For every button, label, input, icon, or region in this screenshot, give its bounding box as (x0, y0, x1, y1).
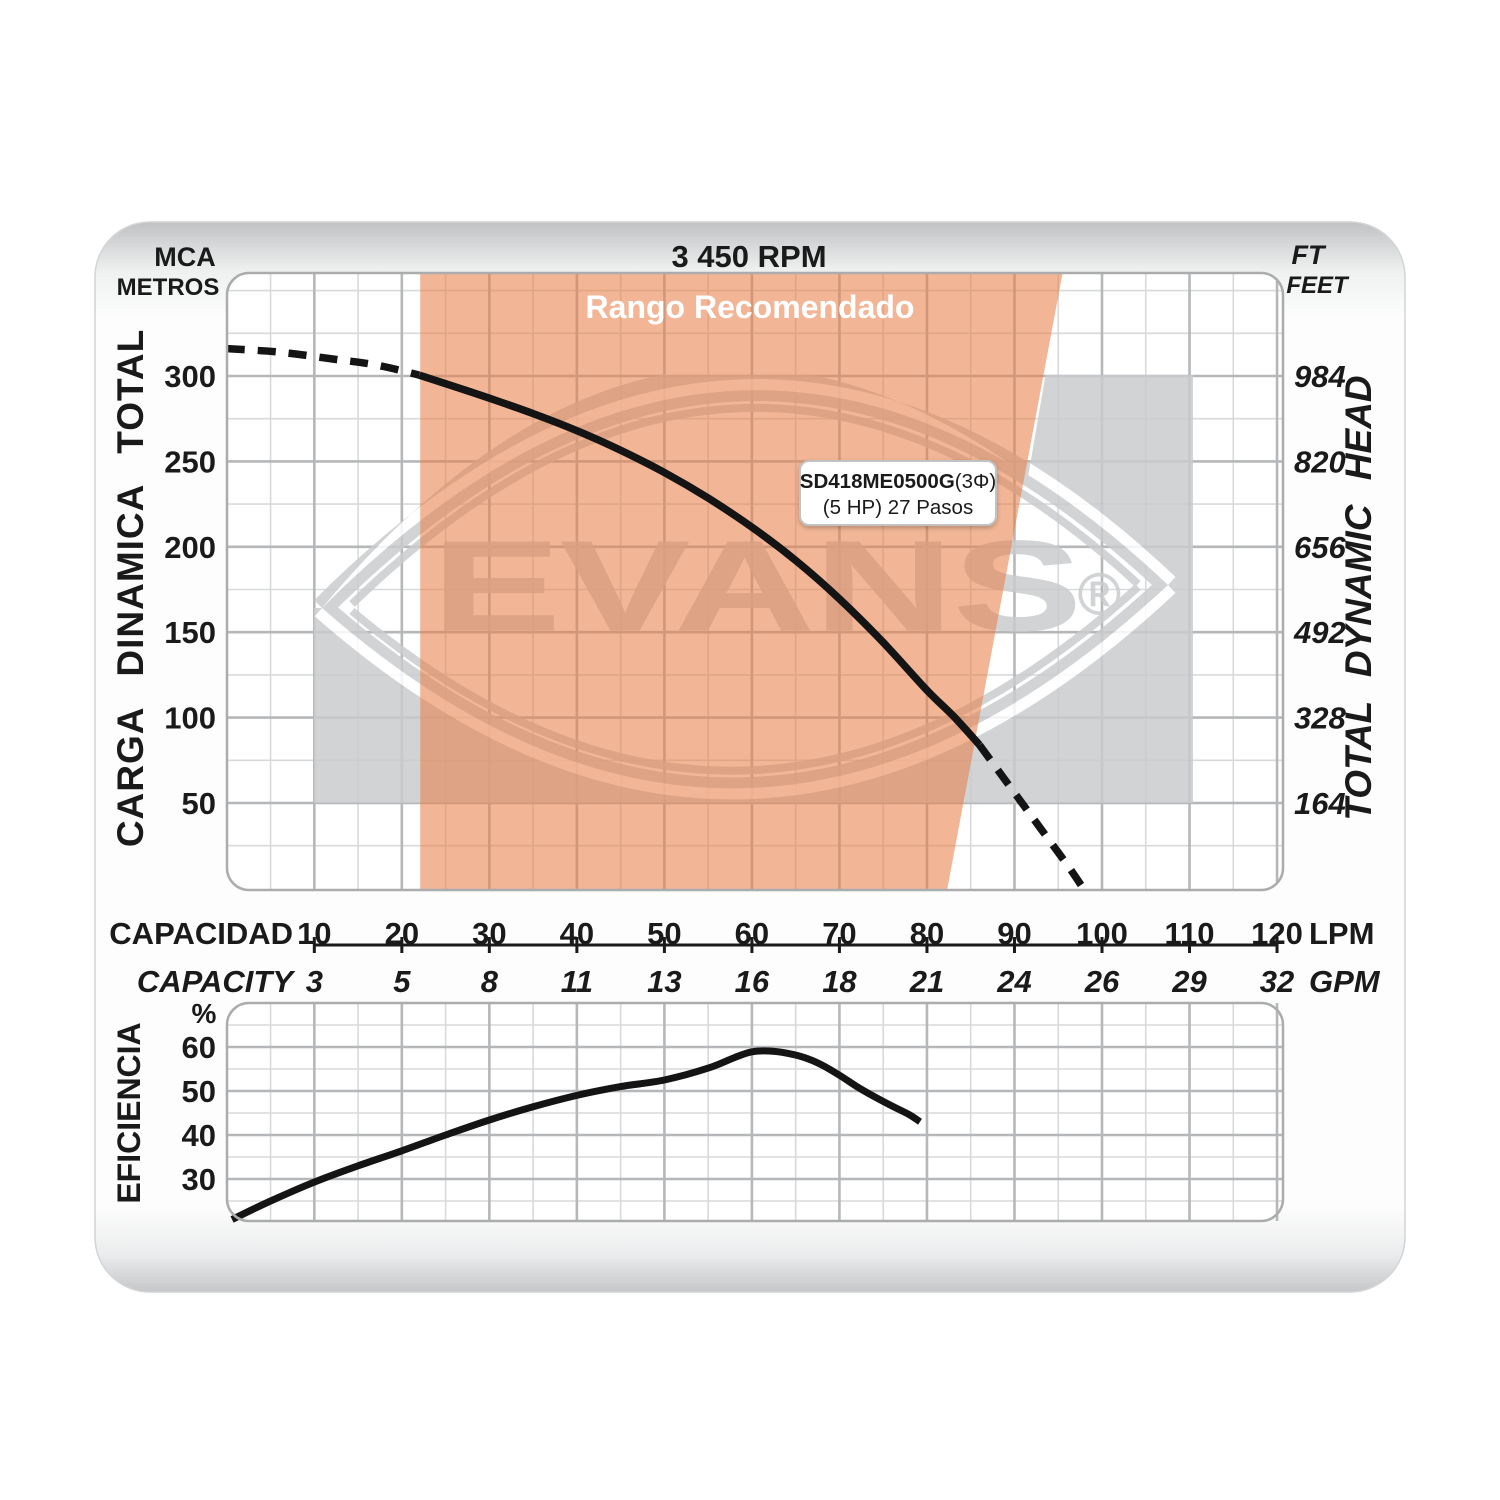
lpm-tick-label: 30 (472, 916, 506, 951)
efficiency-tick-label: 60 (182, 1030, 216, 1065)
curve-head-dashed-tail (976, 742, 1085, 888)
right-unit-ft: FT (1292, 240, 1327, 270)
metros-tick-label: 200 (164, 530, 216, 565)
chart-title-rpm: 3 450 RPM (671, 239, 826, 274)
metros-tick-label: 150 (164, 615, 216, 650)
x-axis-unit-lpm: LPM (1309, 916, 1374, 951)
efficiency-tick-label: 40 (182, 1118, 216, 1153)
curve-head-dashed-lead (226, 344, 421, 379)
main-plot-border (225, 271, 1285, 892)
feet-tick-label: 820 (1294, 444, 1346, 479)
left-unit-mca: MCA (154, 242, 216, 272)
lpm-tick-label: 100 (1076, 916, 1128, 951)
gpm-tick-label: 21 (909, 964, 944, 999)
gpm-tick-label: 3 (306, 964, 323, 999)
lpm-tick-label: 90 (997, 916, 1031, 951)
x-axis-label-capacity: CAPACITY (137, 964, 296, 999)
metros-tick-label: 300 (164, 359, 216, 394)
feet-tick-label: 656 (1294, 530, 1346, 565)
efficiency-y-title: EFICIENCIA (111, 1022, 147, 1203)
main-y-right-title: TOTAL DYNAMIC HEAD (1338, 375, 1379, 820)
head-curves (226, 344, 1085, 888)
lpm-tick-label: 110 (1165, 916, 1215, 951)
lpm-tick-label: 10 (297, 916, 331, 951)
lpm-tick-label: 50 (647, 916, 681, 951)
svg-text:(5 HP) 27 Pasos: (5 HP) 27 Pasos (823, 496, 973, 519)
metros-tick-label: 250 (164, 444, 216, 479)
curve-efficiency (230, 1047, 922, 1223)
svg-text:SD418ME0500G(3Φ): SD418ME0500G(3Φ) (800, 470, 996, 493)
efficiency-plot-background (227, 1003, 1283, 1221)
efficiency-percent-unit: % (192, 998, 217, 1029)
gpm-tick-label: 18 (822, 964, 857, 999)
metros-tick-label: 50 (182, 786, 216, 821)
feet-tick-label: 984 (1294, 359, 1346, 394)
gpm-tick-label: 8 (481, 964, 499, 999)
lpm-tick-label: 120 (1251, 916, 1303, 951)
gpm-tick-label: 16 (735, 964, 770, 999)
lpm-tick-label: 20 (385, 916, 419, 951)
gpm-tick-label: 11 (561, 964, 593, 999)
feet-tick-label: 328 (1294, 701, 1346, 736)
efficiency-tick-label: 50 (182, 1074, 216, 1109)
x-axis-label-capacidad: CAPACIDAD (109, 916, 293, 951)
gpm-tick-label: 32 (1260, 964, 1294, 999)
feet-tick-label: 492 (1293, 615, 1346, 650)
x-axis-scale (312, 937, 1279, 953)
x-axis-unit-gpm: GPM (1309, 964, 1381, 999)
left-unit-metros: METROS (117, 274, 220, 301)
efficiency-grid (227, 1003, 1283, 1221)
lpm-tick-label: 40 (560, 916, 594, 951)
right-unit-feet: FEET (1286, 272, 1350, 299)
curve-head-solid (418, 371, 983, 748)
gpm-tick-label: 13 (647, 964, 681, 999)
efficiency-tick-label: 30 (182, 1162, 216, 1197)
main-y-left-title: CARGA DINAMICA TOTAL (110, 329, 151, 847)
lpm-tick-label: 60 (735, 916, 769, 951)
feet-tick-label: 164 (1294, 786, 1346, 821)
lpm-tick-label: 80 (910, 916, 944, 951)
axis-tick-labels: 10 3 20 5 30 8 40 11 50 13 60 16 70 18 80 21 90 24 100 26 11… (164, 359, 1346, 1197)
gpm-tick-label: 26 (1084, 964, 1120, 999)
efficiency-curve (230, 1047, 922, 1223)
recommended-range-label: Rango Recomendado (586, 289, 915, 325)
gpm-tick-label: 29 (1171, 964, 1207, 999)
metros-tick-label: 100 (164, 701, 216, 736)
gpm-tick-label: 5 (393, 964, 411, 999)
efficiency-plot-border (225, 1001, 1285, 1223)
recommended-range-region (420, 273, 1063, 890)
lpm-tick-label: 70 (822, 916, 856, 951)
gpm-tick-label: 24 (996, 964, 1031, 999)
pump-model-label: SD418ME0500G(3Φ) (5 HP) 27 Pasos (799, 460, 997, 526)
